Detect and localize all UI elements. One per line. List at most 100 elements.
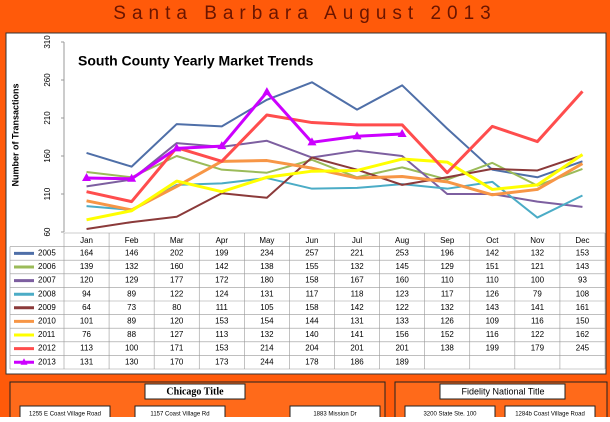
table-cell: 152	[441, 330, 455, 339]
footer-right-name: Fidelity National Title	[461, 386, 544, 396]
table-cell: 129	[441, 262, 455, 271]
table-cell: 158	[305, 303, 319, 312]
table-cell: 154	[260, 317, 274, 326]
legend-label: 2013	[38, 357, 56, 366]
y-tick-label: 160	[43, 149, 52, 163]
series-line	[86, 155, 583, 187]
table-cell: 110	[441, 276, 454, 285]
table-cell: 245	[576, 344, 590, 353]
table-cell: 142	[350, 303, 364, 312]
table-cell: 153	[215, 344, 229, 353]
table-cell: 113	[80, 344, 93, 353]
x-tick-label: Jul	[352, 236, 362, 245]
series-line	[86, 81, 583, 179]
fidelity-logo-box	[439, 383, 566, 400]
table-cell: 111	[216, 303, 229, 312]
table-cell: 180	[260, 276, 274, 285]
table-cell: 160	[395, 276, 409, 285]
series-marker	[127, 173, 137, 182]
table-cell: 138	[441, 344, 455, 353]
table-cell: 121	[531, 262, 545, 271]
table-cell: 167	[350, 276, 364, 285]
table-cell: 142	[215, 262, 229, 271]
table-cell: 151	[486, 262, 500, 271]
table-cell: 145	[395, 262, 409, 271]
y-tick-label: 210	[43, 111, 52, 125]
table-cell: 105	[260, 303, 274, 312]
table-cell: 108	[576, 289, 590, 298]
series-marker	[82, 173, 92, 182]
table-cell: 100	[125, 344, 139, 353]
series-marker	[172, 143, 182, 152]
table-cell: 179	[531, 344, 545, 353]
y-axis-label: Number of Transactions	[10, 83, 20, 186]
table-cell: 139	[80, 262, 94, 271]
table-cell: 101	[80, 317, 94, 326]
table-cell: 155	[305, 262, 319, 271]
table-cell: 122	[170, 289, 184, 298]
table-cell: 89	[127, 317, 136, 326]
table-cell: 79	[533, 289, 542, 298]
legend-label: 2010	[38, 317, 56, 326]
chart-title: South County Yearly Market Trends	[78, 53, 314, 69]
table-cell: 141	[531, 303, 545, 312]
table-cell: 161	[576, 303, 590, 312]
x-tick-label: Sep	[440, 236, 455, 245]
table-cell: 116	[531, 317, 544, 326]
table-cell: 80	[172, 303, 181, 312]
table-cell: 76	[82, 330, 91, 339]
table-cell: 146	[125, 249, 139, 258]
table-cell: 140	[305, 330, 319, 339]
chicago-logo-box	[144, 383, 246, 400]
table-cell: 201	[350, 344, 364, 353]
table-cell: 109	[486, 317, 500, 326]
table-cell: 178	[305, 357, 319, 366]
table-cell: 100	[531, 276, 545, 285]
x-tick-label: Apr	[216, 236, 229, 245]
series-line	[86, 90, 584, 204]
table-cell: 116	[486, 330, 499, 339]
legend-marker	[20, 358, 28, 365]
x-tick-label: Dec	[575, 236, 589, 245]
table-cell: 199	[215, 249, 229, 258]
series-marker	[217, 141, 227, 150]
table-cell: 202	[170, 249, 184, 258]
x-tick-label: Oct	[486, 236, 499, 245]
legend-label: 2005	[38, 249, 56, 258]
table-cell: 113	[215, 330, 228, 339]
table-cell: 153	[576, 249, 590, 258]
table-cell: 122	[395, 303, 409, 312]
table-cell: 94	[82, 289, 91, 298]
address: 1284b Coast Village Road	[515, 412, 585, 417]
table-cell: 89	[127, 289, 136, 298]
table-cell: 127	[170, 330, 184, 339]
table-cell: 131	[260, 289, 274, 298]
address: 3200 State Ste. 100	[423, 412, 477, 417]
table-cell: 133	[395, 317, 409, 326]
series-line	[86, 159, 584, 212]
table-cell: 162	[576, 330, 590, 339]
table-cell: 156	[395, 330, 409, 339]
series-line	[86, 90, 403, 181]
table-cell: 199	[486, 344, 500, 353]
table-cell: 124	[215, 289, 229, 298]
x-tick-label: Mar	[170, 236, 184, 245]
table-cell: 143	[486, 303, 500, 312]
table-cell: 131	[80, 357, 94, 366]
table-cell: 221	[350, 249, 364, 258]
table-cell: 126	[486, 289, 500, 298]
table-cell: 117	[306, 289, 319, 298]
table-cell: 120	[80, 276, 94, 285]
table-cell: 126	[441, 317, 455, 326]
table-cell: 132	[531, 249, 545, 258]
y-tick-label: 260	[43, 73, 52, 87]
x-tick-label: Aug	[395, 236, 409, 245]
table-cell: 204	[305, 344, 319, 353]
legend-label: 2007	[38, 276, 56, 285]
table-cell: 129	[125, 276, 139, 285]
table-cell: 141	[350, 330, 364, 339]
table-cell: 64	[82, 303, 91, 312]
series-marker	[262, 87, 272, 96]
table-cell: 214	[260, 344, 274, 353]
table-cell: 142	[486, 249, 500, 258]
